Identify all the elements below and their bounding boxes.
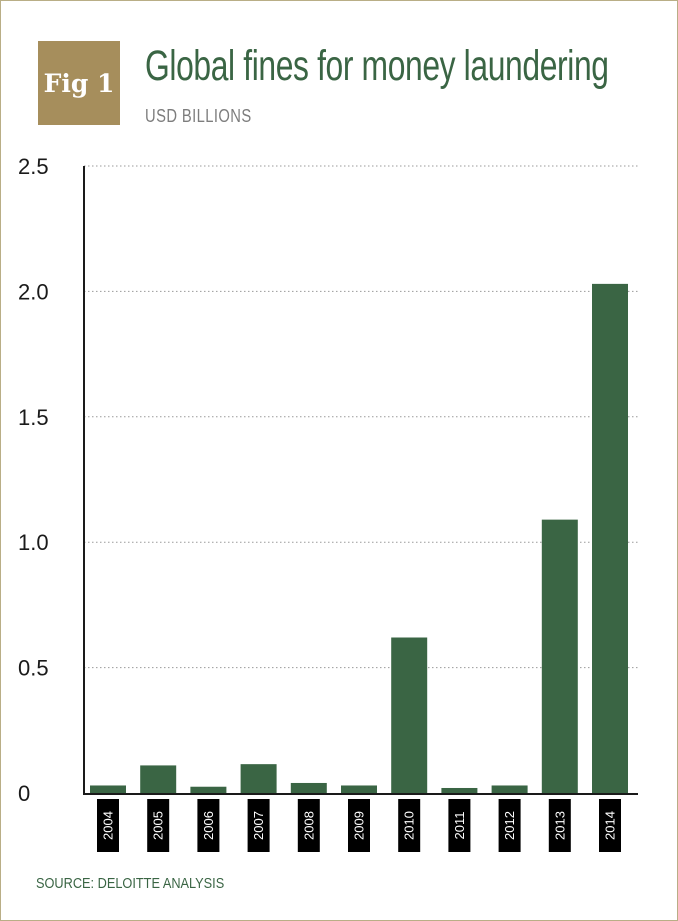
x-tick-label: 2009 (352, 811, 367, 840)
chart-subtitle: USD BILLIONS (145, 106, 252, 126)
x-axis-ticks: 2004 2005 2006 2007 2008 2009 2010 2011 2012 2013… (97, 799, 621, 852)
y-tick-label: 0 (18, 781, 30, 806)
x-tick-2012: 2012 (498, 799, 521, 852)
bar-2011 (441, 787, 478, 793)
x-tick-2006: 2006 (197, 799, 220, 852)
x-tick-2004: 2004 (97, 799, 119, 852)
x-tick-2008: 2008 (297, 799, 320, 852)
y-tick-label: 2.0 (18, 279, 49, 304)
bar-2014 (592, 283, 628, 793)
axes (83, 166, 638, 795)
x-tick-background (247, 799, 270, 852)
x-tick-2011: 2011 (448, 799, 471, 852)
y-axis-ticks: 0 0.5 1.0 1.5 2.0 2.5 (18, 154, 49, 806)
y-tick-label: 2.5 (18, 154, 49, 179)
x-tick-label: 2014 (603, 811, 618, 840)
x-tick-label: 2004 (101, 811, 116, 840)
bar-2004 (90, 785, 126, 793)
x-tick-background (348, 799, 370, 852)
bars (90, 283, 628, 793)
x-tick-2007: 2007 (247, 799, 270, 852)
x-tick-2010: 2010 (398, 799, 421, 852)
x-tick-background (599, 799, 621, 852)
x-tick-2009: 2009 (348, 799, 370, 852)
x-tick-2014: 2014 (599, 799, 621, 852)
bar-2010 (391, 637, 428, 793)
bar-2005 (140, 765, 177, 793)
x-tick-2005: 2005 (147, 799, 170, 852)
x-tick-label: 2008 (301, 811, 316, 840)
bar-2009 (341, 785, 377, 793)
x-tick-label: 2006 (201, 811, 216, 840)
x-tick-background (197, 799, 220, 852)
x-tick-background (97, 799, 119, 852)
x-tick-background (297, 799, 320, 852)
bar-2006 (190, 786, 227, 793)
x-tick-label: 2013 (552, 811, 567, 840)
grid-lines (84, 165, 638, 669)
x-tick-label: 2005 (151, 811, 166, 840)
figure-badge: Fig 1 (38, 41, 120, 125)
y-tick-label: 1.5 (18, 405, 49, 430)
x-tick-background (448, 799, 471, 852)
x-tick-label: 2012 (502, 811, 517, 840)
chart-title: Global fines for money laundering (145, 42, 609, 90)
x-tick-background (398, 799, 421, 852)
x-tick-label: 2011 (452, 812, 467, 840)
bar-2013 (541, 519, 578, 793)
bar-2012 (491, 785, 528, 793)
x-tick-background (498, 799, 521, 852)
x-tick-background (147, 799, 170, 852)
bar-2008 (290, 782, 327, 793)
bar-2007 (240, 764, 277, 793)
y-tick-label: 0.5 (18, 656, 49, 681)
figure-badge-label: Fig 1 (43, 68, 115, 98)
x-tick-label: 2010 (402, 811, 417, 840)
y-tick-label: 1.0 (18, 530, 49, 555)
x-tick-2013: 2013 (548, 799, 571, 852)
x-tick-label: 2007 (251, 811, 266, 840)
x-tick-background (548, 799, 571, 852)
source-note: SOURCE: DELOITTE ANALYSIS (36, 875, 225, 892)
